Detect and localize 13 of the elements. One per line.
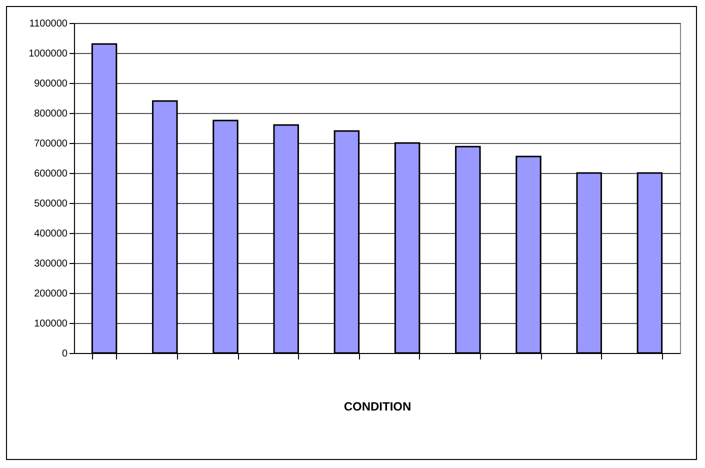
y-tick-label: 800000 (34, 108, 68, 120)
y-tick-label: 900000 (34, 78, 68, 90)
y-tick-label: 300000 (34, 258, 68, 270)
y-tick-label: 1100000 (29, 18, 68, 30)
y-tick-label: 700000 (34, 138, 68, 150)
y-tick-label: 600000 (34, 168, 68, 180)
y-tick-label: 100000 (34, 318, 68, 330)
y-tick-label: 400000 (34, 228, 68, 240)
y-tick-label: 500000 (34, 198, 68, 210)
x-axis-title: CONDITION (344, 400, 412, 414)
y-tick-label: 0 (62, 348, 68, 360)
y-tick-label: 1000000 (28, 48, 68, 60)
y-tick-label: 200000 (34, 288, 68, 300)
